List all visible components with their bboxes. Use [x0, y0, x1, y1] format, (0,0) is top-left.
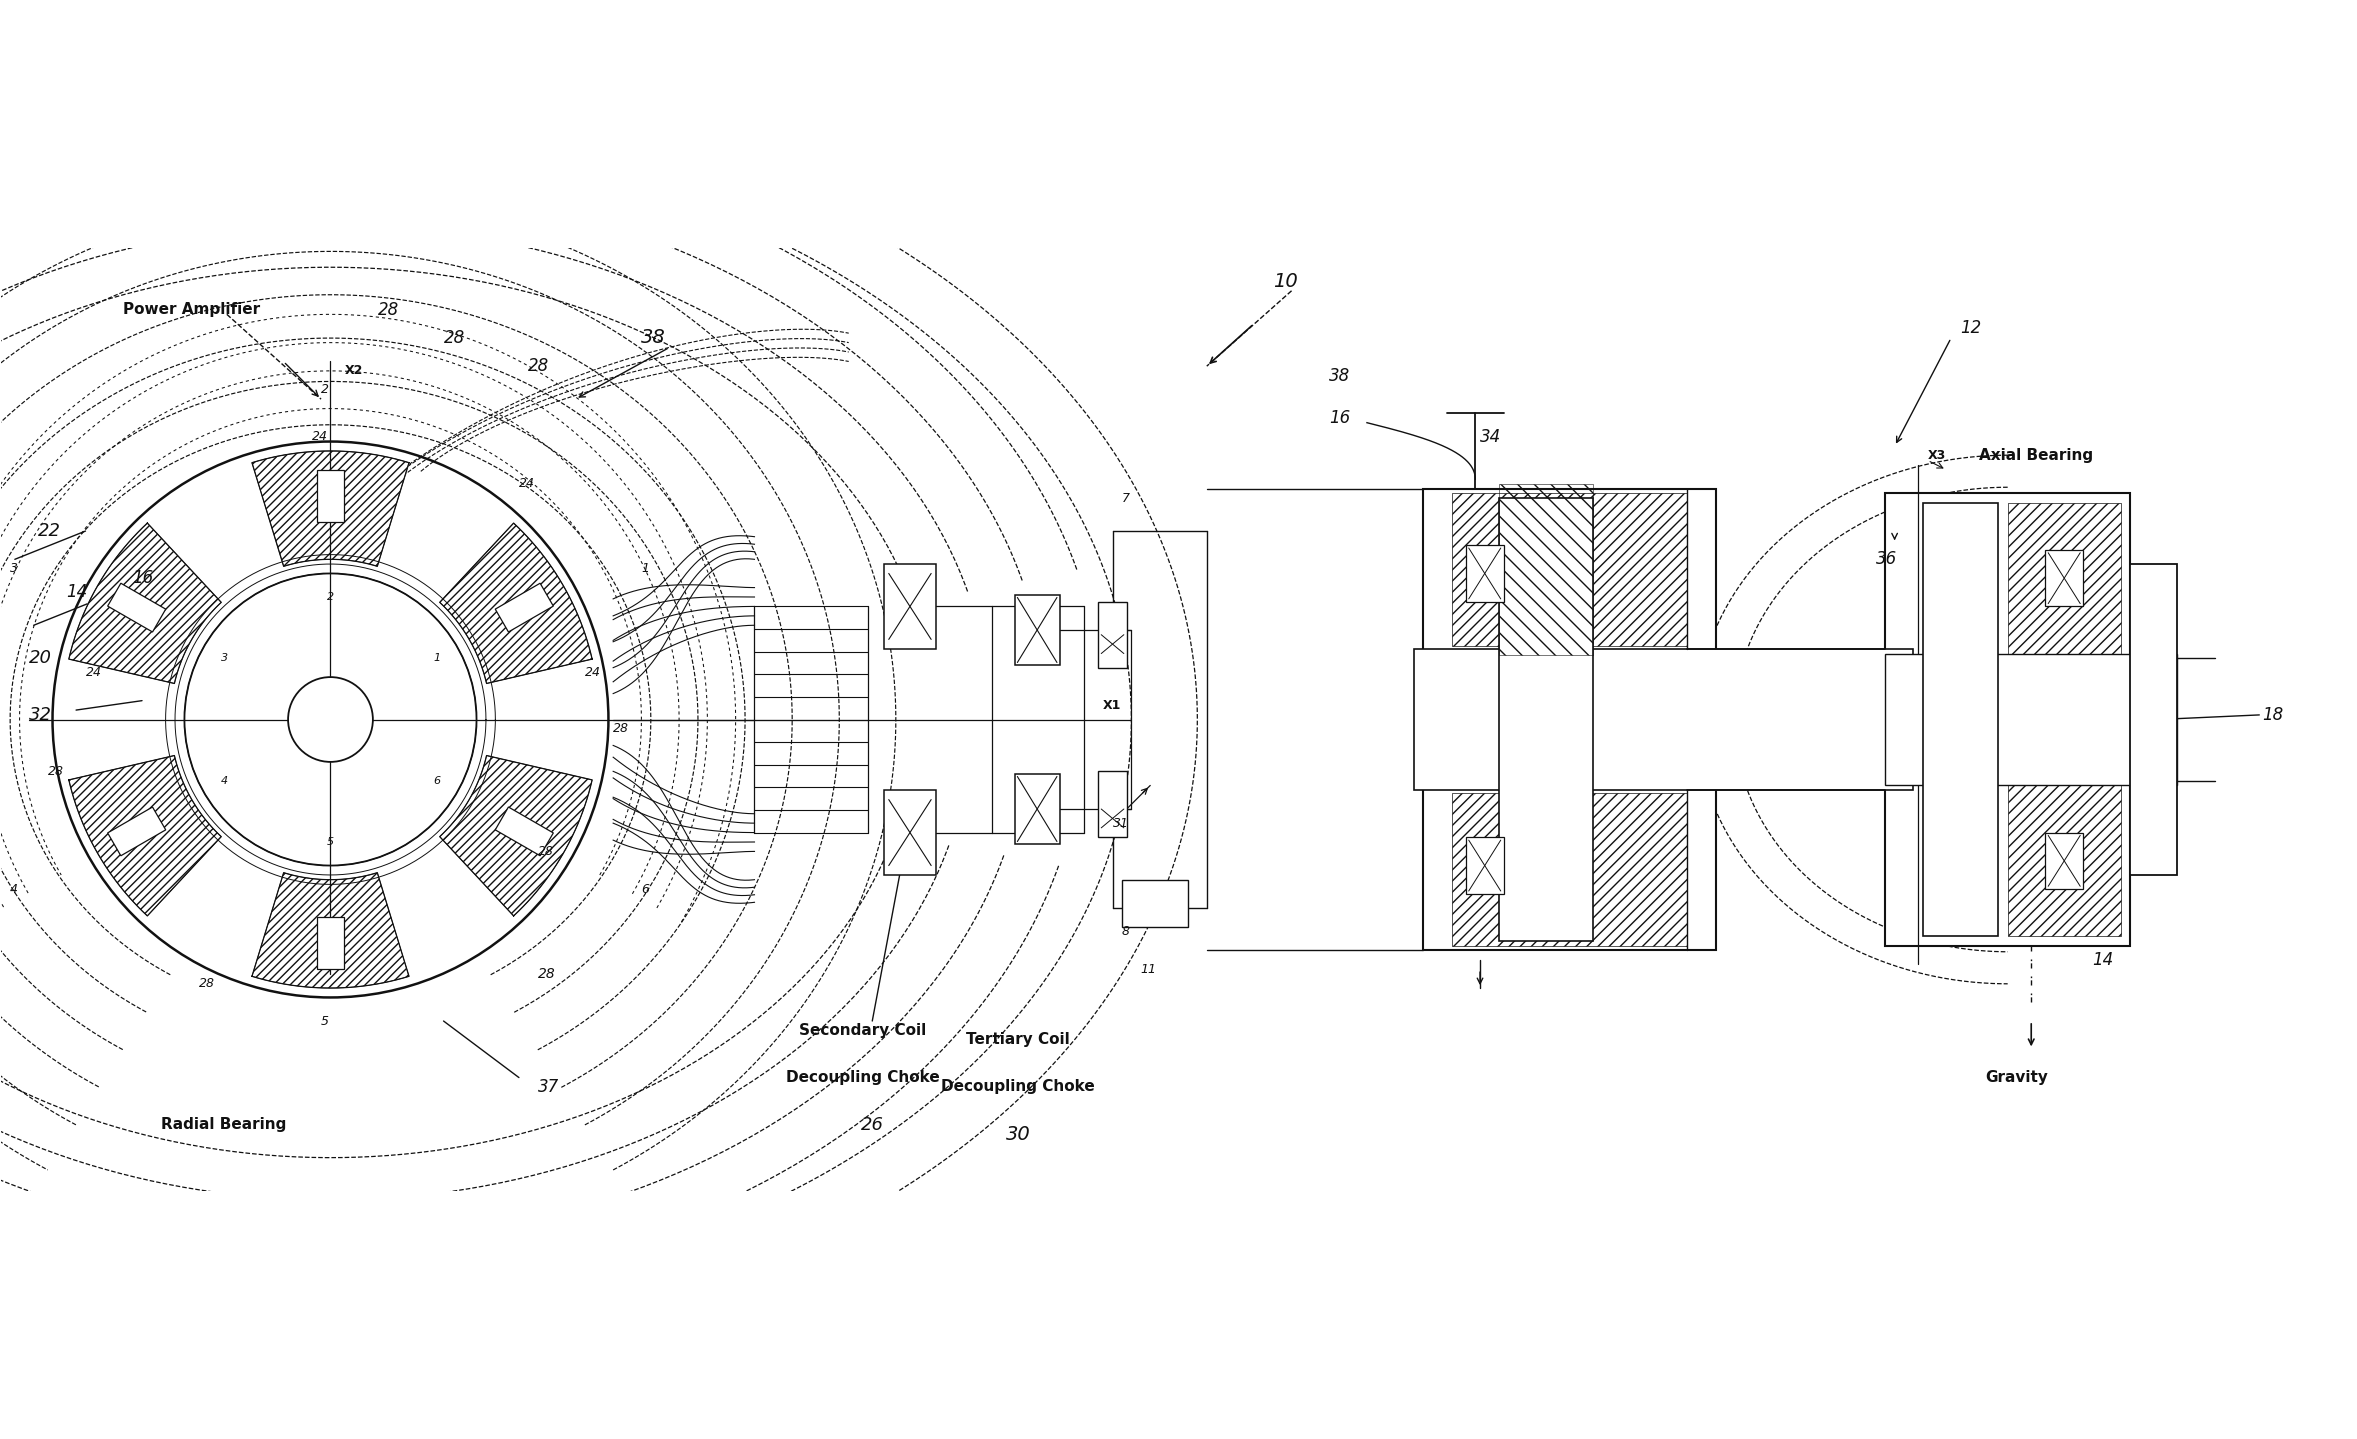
- Text: Tertiary Coil: Tertiary Coil: [966, 1032, 1070, 1048]
- Text: 28: 28: [528, 357, 549, 376]
- Bar: [318, 918, 344, 970]
- Text: 14: 14: [66, 583, 87, 602]
- Text: 10: 10: [1273, 272, 1296, 291]
- Text: 5: 5: [321, 1014, 330, 1027]
- Bar: [108, 807, 165, 856]
- Polygon shape: [441, 755, 592, 915]
- Text: 16: 16: [132, 570, 153, 587]
- Text: Gravity: Gravity: [1985, 1071, 2048, 1085]
- Bar: [2046, 550, 2084, 606]
- Text: 3: 3: [9, 563, 19, 576]
- Text: 24: 24: [585, 666, 601, 679]
- Text: 38: 38: [641, 328, 667, 347]
- Text: 4: 4: [222, 776, 229, 786]
- Text: Secondary Coil: Secondary Coil: [799, 1023, 926, 1038]
- Polygon shape: [252, 872, 410, 989]
- Text: 28: 28: [443, 330, 464, 347]
- Bar: [884, 790, 936, 875]
- Polygon shape: [252, 450, 410, 567]
- Bar: [495, 807, 554, 856]
- Text: Radial Bearing: Radial Bearing: [160, 1117, 285, 1132]
- Text: Decoupling Choke: Decoupling Choke: [785, 1071, 940, 1085]
- Text: 5: 5: [328, 837, 335, 848]
- Bar: [2131, 564, 2178, 875]
- Text: 12: 12: [1961, 319, 1982, 338]
- Text: 7: 7: [1122, 492, 1129, 505]
- Text: 28: 28: [613, 722, 629, 735]
- Bar: [1122, 879, 1188, 927]
- Text: 26: 26: [860, 1115, 884, 1134]
- Bar: [1886, 494, 2131, 945]
- Text: 32: 32: [28, 705, 52, 724]
- Text: Axial Bearing: Axial Bearing: [1980, 448, 2093, 463]
- Text: Power Amplifier: Power Amplifier: [123, 302, 259, 317]
- Bar: [318, 469, 344, 521]
- Text: 14: 14: [2093, 951, 2114, 968]
- Text: 24: 24: [311, 430, 328, 443]
- Bar: [1424, 489, 1716, 950]
- Text: X2: X2: [344, 364, 363, 377]
- Text: Decoupling Choke: Decoupling Choke: [940, 1079, 1096, 1095]
- Bar: [1923, 502, 1999, 937]
- Text: 2: 2: [321, 383, 330, 396]
- Bar: [884, 564, 936, 649]
- Text: 28: 28: [537, 967, 556, 981]
- Bar: [1014, 594, 1061, 665]
- Bar: [1414, 649, 1914, 790]
- Text: 37: 37: [537, 1078, 559, 1097]
- Text: 6: 6: [434, 776, 441, 786]
- Text: 1: 1: [434, 653, 441, 663]
- Bar: [1886, 653, 2178, 786]
- Text: 16: 16: [1329, 409, 1351, 427]
- Text: 28: 28: [537, 845, 554, 858]
- Text: 4: 4: [9, 882, 19, 895]
- Text: X1: X1: [1103, 699, 1122, 712]
- Text: 20: 20: [28, 649, 52, 668]
- Bar: [2046, 833, 2084, 889]
- Text: 3: 3: [222, 653, 229, 663]
- Text: 28: 28: [198, 977, 214, 990]
- Bar: [495, 583, 554, 632]
- Text: 18: 18: [2263, 705, 2284, 724]
- Text: 22: 22: [38, 522, 61, 540]
- Polygon shape: [441, 524, 592, 684]
- Text: 28: 28: [47, 764, 64, 778]
- Text: 8: 8: [1122, 925, 1129, 938]
- Polygon shape: [68, 524, 222, 684]
- Bar: [1098, 771, 1127, 837]
- Text: 30: 30: [1006, 1125, 1030, 1144]
- Bar: [1466, 545, 1504, 602]
- Text: 6: 6: [641, 882, 651, 895]
- Text: 2: 2: [328, 591, 335, 602]
- Text: 24: 24: [519, 478, 535, 491]
- Bar: [1098, 602, 1127, 668]
- Bar: [1499, 498, 1593, 941]
- Text: 36: 36: [1876, 550, 1897, 568]
- Bar: [108, 583, 165, 632]
- Text: 38: 38: [1329, 367, 1351, 384]
- Text: 24: 24: [85, 666, 101, 679]
- Circle shape: [288, 678, 372, 761]
- Text: 1: 1: [641, 563, 651, 576]
- Text: X3: X3: [1928, 449, 1947, 462]
- Text: 34: 34: [1480, 427, 1501, 446]
- Bar: [1466, 837, 1504, 894]
- Bar: [1014, 774, 1061, 845]
- Text: 11: 11: [1141, 963, 1157, 976]
- Text: 31: 31: [1113, 817, 1129, 830]
- Text: 28: 28: [377, 301, 398, 318]
- Polygon shape: [68, 755, 222, 915]
